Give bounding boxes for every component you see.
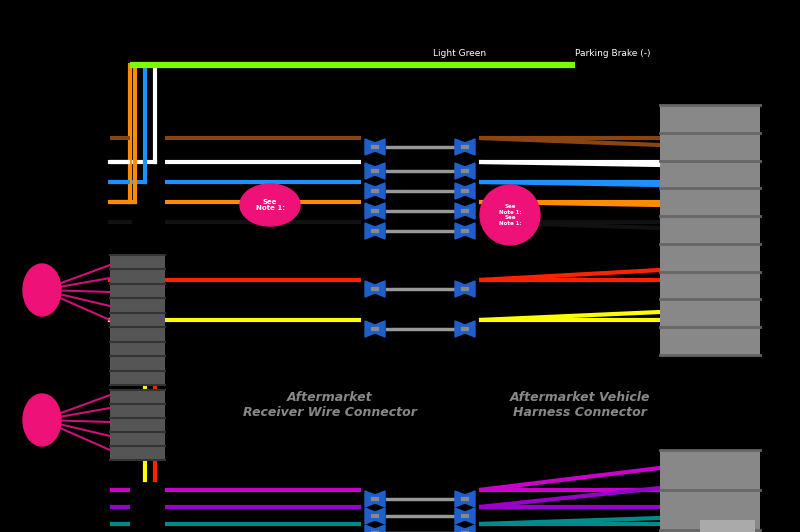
Polygon shape [455,139,465,155]
Polygon shape [365,281,375,297]
Polygon shape [455,163,465,179]
Polygon shape [465,281,475,297]
Polygon shape [465,491,475,507]
Polygon shape [465,183,475,199]
Polygon shape [455,508,465,524]
Polygon shape [365,508,375,524]
Bar [110,255,165,385]
Polygon shape [455,321,465,337]
Ellipse shape [23,264,61,316]
Polygon shape [375,183,385,199]
Polygon shape [365,163,375,179]
Text: See
Note 1:: See Note 1: [255,198,285,212]
Polygon shape [365,139,375,155]
Polygon shape [375,321,385,337]
Bar [660,105,760,355]
Polygon shape [455,525,465,532]
Bar [110,390,165,460]
Polygon shape [455,203,465,219]
Polygon shape [465,508,475,524]
Polygon shape [365,203,375,219]
Polygon shape [365,525,375,532]
Polygon shape [375,281,385,297]
Ellipse shape [240,184,300,226]
Polygon shape [375,163,385,179]
Text: Aftermarket
Receiver Wire Connector: Aftermarket Receiver Wire Connector [243,391,417,419]
Text: Parking Brake (-): Parking Brake (-) [575,49,650,58]
Polygon shape [465,321,475,337]
Text: Light Green: Light Green [434,49,486,58]
Polygon shape [465,203,475,219]
Polygon shape [365,321,375,337]
Text: See
Note 1:
See
Note 1:: See Note 1: See Note 1: [498,204,522,226]
Polygon shape [375,525,385,532]
Bar [700,520,755,532]
Polygon shape [465,223,475,239]
Bar [660,450,760,532]
Polygon shape [365,223,375,239]
Polygon shape [465,163,475,179]
Polygon shape [375,508,385,524]
Text: Aftermarket Vehicle
Harness Connector: Aftermarket Vehicle Harness Connector [510,391,650,419]
Polygon shape [375,139,385,155]
Polygon shape [455,491,465,507]
Polygon shape [375,223,385,239]
Polygon shape [365,183,375,199]
Polygon shape [375,491,385,507]
Ellipse shape [480,185,540,245]
Polygon shape [465,139,475,155]
Polygon shape [455,183,465,199]
Polygon shape [465,525,475,532]
Ellipse shape [23,394,61,446]
Polygon shape [455,281,465,297]
Polygon shape [375,203,385,219]
Polygon shape [365,491,375,507]
Polygon shape [455,223,465,239]
